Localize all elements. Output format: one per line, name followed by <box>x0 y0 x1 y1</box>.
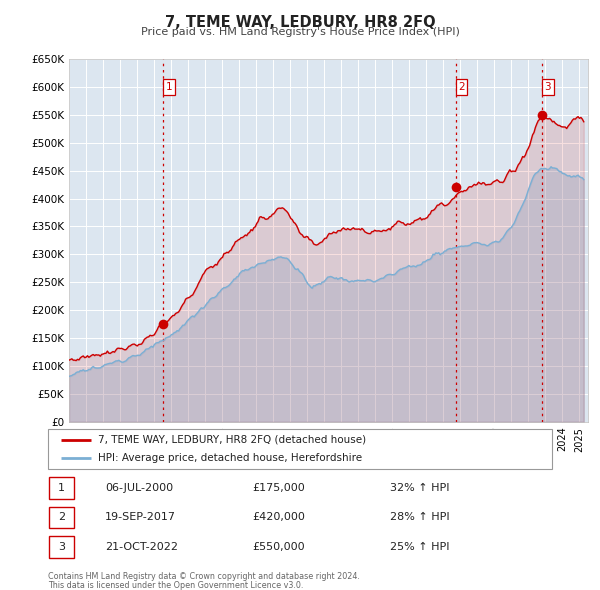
Text: 1: 1 <box>166 82 172 92</box>
Text: £175,000: £175,000 <box>252 483 305 493</box>
Text: 7, TEME WAY, LEDBURY, HR8 2FQ: 7, TEME WAY, LEDBURY, HR8 2FQ <box>164 15 436 30</box>
Text: 32% ↑ HPI: 32% ↑ HPI <box>390 483 449 493</box>
Text: 3: 3 <box>545 82 551 92</box>
Text: Price paid vs. HM Land Registry's House Price Index (HPI): Price paid vs. HM Land Registry's House … <box>140 27 460 37</box>
Text: 25% ↑ HPI: 25% ↑ HPI <box>390 542 449 552</box>
Text: 2: 2 <box>458 82 465 92</box>
Text: £550,000: £550,000 <box>252 542 305 552</box>
Text: Contains HM Land Registry data © Crown copyright and database right 2024.: Contains HM Land Registry data © Crown c… <box>48 572 360 581</box>
Text: 06-JUL-2000: 06-JUL-2000 <box>105 483 173 493</box>
Text: 28% ↑ HPI: 28% ↑ HPI <box>390 513 449 522</box>
Text: 21-OCT-2022: 21-OCT-2022 <box>105 542 178 552</box>
Text: 19-SEP-2017: 19-SEP-2017 <box>105 513 176 522</box>
Text: This data is licensed under the Open Government Licence v3.0.: This data is licensed under the Open Gov… <box>48 581 304 589</box>
Text: HPI: Average price, detached house, Herefordshire: HPI: Average price, detached house, Here… <box>98 453 362 463</box>
Text: £420,000: £420,000 <box>252 513 305 522</box>
Text: 7, TEME WAY, LEDBURY, HR8 2FQ (detached house): 7, TEME WAY, LEDBURY, HR8 2FQ (detached … <box>98 435 367 445</box>
Text: 2: 2 <box>58 513 65 522</box>
Text: 3: 3 <box>58 542 65 552</box>
Text: 1: 1 <box>58 483 65 493</box>
